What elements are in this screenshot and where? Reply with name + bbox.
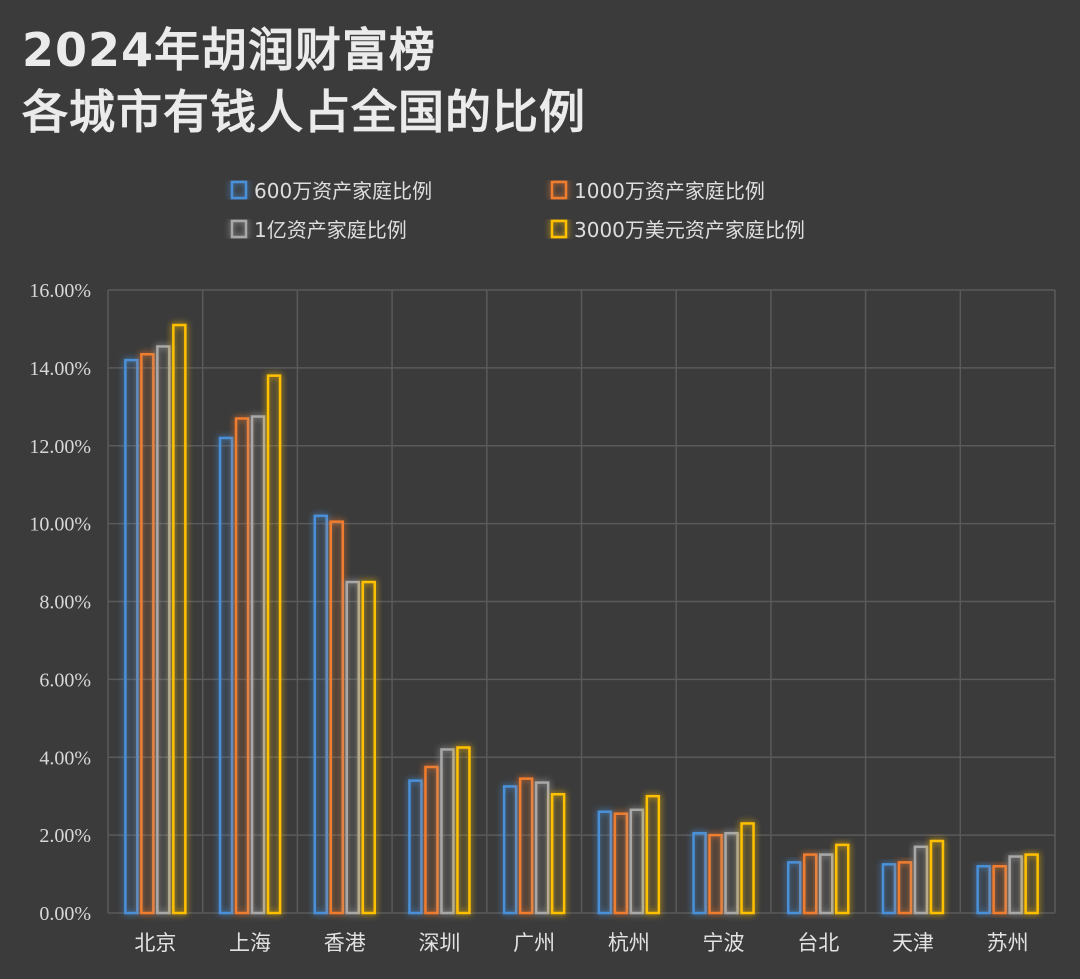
- bar: [631, 810, 643, 913]
- bar: [409, 781, 421, 913]
- bar: [915, 847, 927, 913]
- x-tick-label: 香港: [324, 931, 366, 955]
- bar: [457, 748, 469, 913]
- bar: [615, 814, 627, 913]
- bar: [315, 516, 327, 913]
- bar: [268, 376, 280, 913]
- bar: [836, 845, 848, 913]
- y-tick-label: 6.00%: [39, 669, 91, 691]
- bar: [742, 823, 754, 913]
- chart-grid: [108, 290, 1055, 913]
- y-tick-label: 10.00%: [29, 514, 91, 536]
- x-tick-label: 杭州: [608, 931, 650, 955]
- x-tick-label: 上海: [229, 931, 271, 955]
- bar: [899, 862, 911, 913]
- legend-label: 600万资产家庭比例: [254, 179, 432, 203]
- bar: [347, 582, 359, 913]
- bar: [1026, 855, 1038, 913]
- bar: [726, 833, 738, 913]
- bar: [978, 866, 990, 913]
- y-tick-label: 2.00%: [39, 825, 91, 847]
- bar: [236, 418, 248, 913]
- y-tick-label: 14.00%: [29, 358, 91, 380]
- legend-label: 3000万美元资产家庭比例: [574, 218, 805, 242]
- y-tick-label: 16.00%: [29, 280, 91, 302]
- bar: [804, 855, 816, 913]
- bar: [1010, 857, 1022, 913]
- bar: [173, 325, 185, 913]
- legend-label: 1亿资产家庭比例: [254, 218, 407, 242]
- x-tick-label: 广州: [513, 931, 555, 955]
- x-axis-ticks: 北京 上海 香港 深圳 广州 杭州 宁波 台北 天津 苏州: [134, 931, 1028, 955]
- bar: [536, 783, 548, 913]
- bar: [441, 749, 453, 913]
- bar: [552, 794, 564, 913]
- bar: [504, 786, 516, 913]
- bar: [710, 835, 722, 913]
- bar: [883, 864, 895, 913]
- bar: [125, 360, 137, 913]
- legend-swatch: [232, 221, 246, 237]
- y-tick-label: 12.00%: [29, 436, 91, 458]
- x-tick-label: 北京: [134, 931, 176, 955]
- bar: [220, 438, 232, 913]
- x-tick-label: 深圳: [418, 931, 460, 955]
- x-tick-label: 天津: [892, 931, 934, 955]
- bar: [694, 833, 706, 913]
- y-axis-ticks: 0.00% 2.00% 4.00% 6.00% 8.00% 10.00% 12.00% 14.…: [29, 280, 91, 925]
- bar: [252, 417, 264, 913]
- bar: [363, 582, 375, 913]
- y-tick-label: 8.00%: [39, 592, 91, 614]
- bar: [157, 346, 169, 913]
- legend-swatch: [552, 221, 566, 237]
- chart-legend: 600万资产家庭比例 1000万资产家庭比例 1亿资产家庭比例 3000万美元资产家庭…: [232, 179, 805, 242]
- legend-swatch: [552, 182, 566, 198]
- x-tick-label: 宁波: [703, 931, 745, 955]
- bar: [425, 767, 437, 913]
- bar: [520, 779, 532, 913]
- bar: [788, 862, 800, 913]
- x-tick-label: 苏州: [987, 931, 1029, 955]
- y-tick-label: 0.00%: [39, 903, 91, 925]
- bar: [599, 812, 611, 913]
- bar: [141, 354, 153, 913]
- bar: [931, 841, 943, 913]
- bar: [647, 796, 659, 913]
- legend-swatch: [232, 182, 246, 198]
- y-tick-label: 4.00%: [39, 747, 91, 769]
- legend-label: 1000万资产家庭比例: [574, 179, 765, 203]
- bar: [331, 522, 343, 913]
- x-tick-label: 台北: [797, 931, 839, 955]
- bar: [820, 855, 832, 913]
- bar: [994, 866, 1006, 913]
